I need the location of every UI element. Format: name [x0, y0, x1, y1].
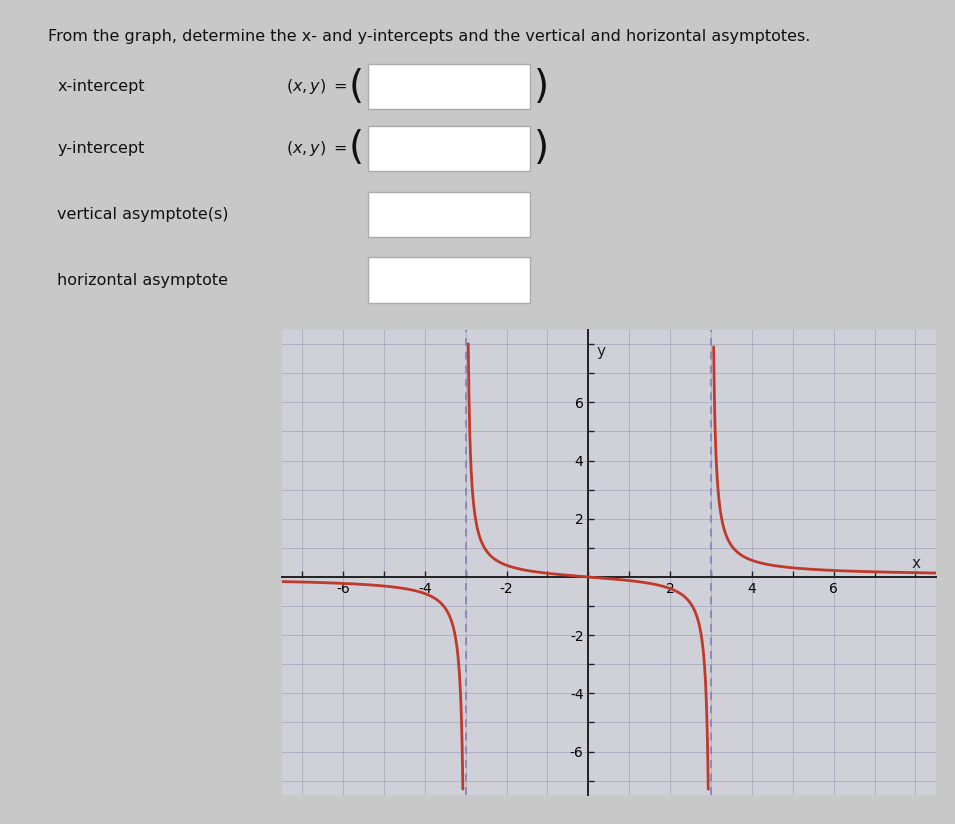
Text: vertical asymptote(s): vertical asymptote(s) [57, 207, 229, 222]
Text: x-intercept: x-intercept [57, 79, 145, 94]
Text: (: ( [349, 68, 364, 105]
Text: ): ) [534, 68, 549, 105]
Text: From the graph, determine the x- and y-intercepts and the vertical and horizonta: From the graph, determine the x- and y-i… [48, 29, 810, 44]
FancyBboxPatch shape [368, 126, 530, 171]
Text: y-intercept: y-intercept [57, 141, 144, 156]
Text: $(x, y)\ =$: $(x, y)\ =$ [286, 138, 349, 158]
FancyBboxPatch shape [368, 191, 530, 237]
Text: $(x, y)\ =$: $(x, y)\ =$ [286, 77, 349, 96]
FancyBboxPatch shape [368, 64, 530, 110]
FancyBboxPatch shape [368, 257, 530, 302]
Text: horizontal asymptote: horizontal asymptote [57, 273, 228, 288]
Text: ): ) [534, 129, 549, 167]
Text: x: x [911, 556, 921, 571]
Text: (: ( [349, 129, 364, 167]
Text: y: y [597, 344, 605, 359]
